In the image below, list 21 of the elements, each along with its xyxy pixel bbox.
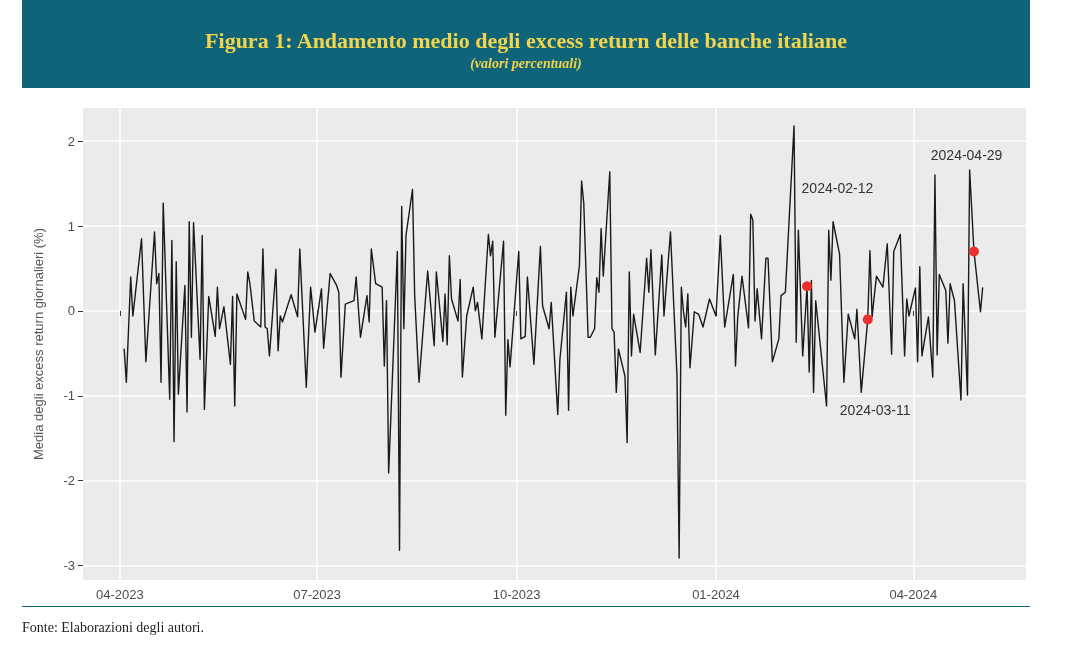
y-tick-label: 2 (67, 133, 75, 149)
point (968, 246, 979, 257)
x-tick-label: 07-2023 (293, 587, 341, 602)
x-tick-label: 10-2023 (492, 587, 541, 602)
chart-title: Figura 1: Andamento medio degli excess return delle banche italiane (204, 28, 848, 54)
x-tick-label: 04-2023 (95, 587, 144, 602)
annotation: 2024-02-12 (801, 180, 874, 197)
chart-subtitle: (valori percentuali) (469, 56, 583, 72)
point (802, 281, 813, 292)
x-tick-label: 01-2024 (692, 587, 740, 602)
source-note: Fonte: Elaborazioni degli autori. (22, 620, 204, 636)
annotation: 2024-03-11 (839, 402, 911, 419)
annotation: 2024-04-29 (930, 147, 1003, 164)
point (862, 314, 873, 325)
y-tick-label: -1 (63, 388, 75, 404)
y-tick-label: -3 (63, 558, 75, 574)
y-tick-label: 0 (67, 303, 75, 319)
x-tick-label: 04-2024 (889, 587, 938, 602)
y-axis-title: Media degli excess return giornalieri (%) (31, 228, 46, 460)
y-tick-label: 1 (67, 218, 75, 234)
y-tick-label: -2 (63, 473, 75, 489)
